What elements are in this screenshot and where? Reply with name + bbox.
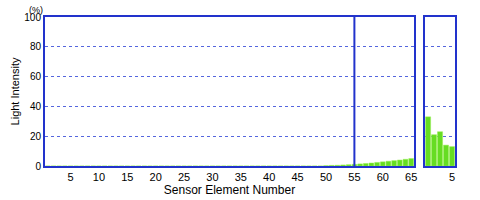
svg-text:60: 60	[30, 71, 42, 82]
svg-text:5: 5	[449, 171, 455, 183]
svg-text:5: 5	[67, 171, 73, 183]
svg-text:60: 60	[377, 171, 389, 183]
svg-text:Light Intensity: Light Intensity	[9, 57, 21, 125]
svg-text:40: 40	[263, 171, 275, 183]
svg-text:10: 10	[93, 171, 105, 183]
svg-text:80: 80	[30, 41, 42, 52]
svg-text:100: 100	[24, 12, 41, 23]
svg-text:15: 15	[121, 171, 133, 183]
svg-text:Sensor Element Number: Sensor Element Number	[164, 183, 295, 197]
svg-text:35: 35	[235, 171, 247, 183]
svg-text:(%): (%)	[29, 5, 43, 15]
svg-text:40: 40	[30, 101, 42, 112]
svg-text:25: 25	[178, 171, 190, 183]
svg-text:65: 65	[405, 171, 417, 183]
svg-text:0: 0	[35, 161, 41, 172]
svg-text:30: 30	[206, 171, 218, 183]
svg-text:50: 50	[320, 171, 332, 183]
svg-text:20: 20	[150, 171, 162, 183]
svg-text:45: 45	[291, 171, 303, 183]
svg-text:55: 55	[348, 171, 360, 183]
svg-text:20: 20	[30, 131, 42, 142]
